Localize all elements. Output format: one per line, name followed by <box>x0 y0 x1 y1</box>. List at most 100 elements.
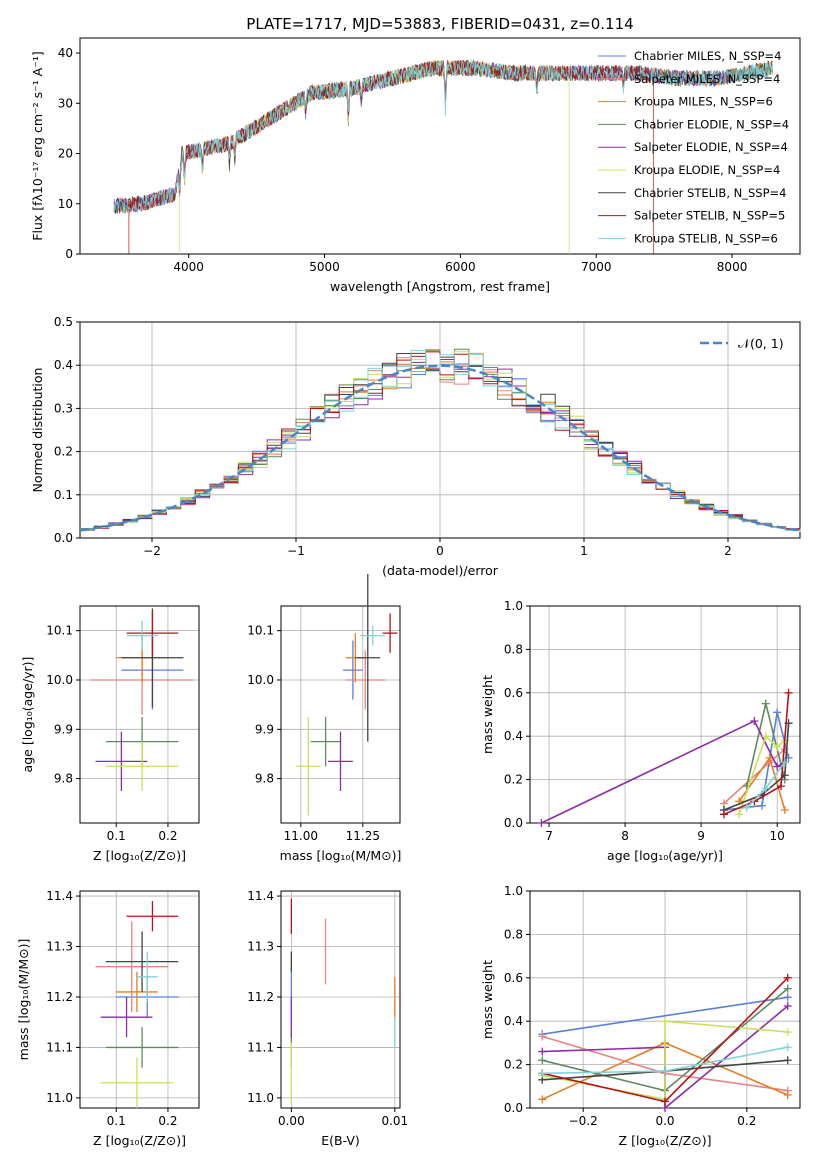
ebv-mass-ytick-label: 11.2 <box>247 990 274 1004</box>
age-weight-marker-4-1 <box>750 717 759 726</box>
ebv-mass-ytick-label: 11.3 <box>247 940 274 954</box>
spectrum-xtick-label: 4000 <box>173 260 204 274</box>
z-weight-xlabel: Z [log₁₀(Z/Z⊙)] <box>619 1133 712 1148</box>
z-mass-xtick-label: 0.2 <box>158 1114 177 1128</box>
z-weight-marker-0-1 <box>783 993 792 1002</box>
ebv-mass-ytick-label: 11.1 <box>247 1040 274 1054</box>
age-weight-xtick-label: 10 <box>770 829 785 843</box>
z-weight-ytick-label: 0.6 <box>504 971 523 985</box>
age-weight-marker-0-2 <box>773 708 782 717</box>
z-weight-marker-2-2 <box>783 1090 792 1099</box>
age-weight-ytick-label: 0.2 <box>504 773 523 787</box>
age-weight-xtick-label: 8 <box>621 829 629 843</box>
z-mass-ytick-label: 11.0 <box>46 1091 73 1105</box>
z-age-ytick-label: 9.9 <box>54 722 73 736</box>
figure-title: PLATE=1717, MJD=53883, FIBERID=0431, z=0… <box>246 15 633 33</box>
z-weight-series-0 <box>542 996 788 1035</box>
residuals-xlabel: (data-model)/error <box>382 563 499 578</box>
age-weight-frame <box>529 605 801 824</box>
spectrum-series-c8 <box>113 60 774 214</box>
residuals-ytick-label: 0.3 <box>54 401 73 415</box>
z-weight-marker-5-3 <box>783 1028 792 1037</box>
spectrum-xlabel: wavelength [Angstrom, rest frame] <box>330 279 550 294</box>
z-weight-ytick-label: 0.8 <box>504 927 523 941</box>
residuals-ytick-label: 0.1 <box>54 488 73 502</box>
spectrum-legend-label: Chabrier STELIB, N_SSP=4 <box>634 186 786 200</box>
spectrum-legend-label: Salpeter ELODIE, N_SSP=4 <box>634 140 788 154</box>
residuals-legend-label: 𝒩(0, 1) <box>738 336 784 351</box>
age-weight-ytick-label: 0.0 <box>504 816 523 830</box>
spectrum-xtick-label: 6000 <box>445 260 476 274</box>
age-weight-ytick-label: 1.0 <box>504 599 523 613</box>
ebv-mass-xtick-label: 0.00 <box>278 1114 305 1128</box>
ebv-mass-frame <box>280 890 401 1109</box>
age-weight-marker-3-1 <box>761 699 770 708</box>
age-weight-marker-5-0 <box>735 810 744 819</box>
spectrum-xtick-label: 5000 <box>309 260 340 274</box>
z-weight-marker-2-0 <box>538 1095 547 1104</box>
age-weight-xlabel: age [log₁₀(age/yr)] <box>607 848 723 863</box>
mass-age-xlabel: mass [log₁₀(M/M⊙)] <box>280 848 402 863</box>
age-weight-marker-8-1 <box>761 784 770 793</box>
z-mass-xlabel: Z [log₁₀(Z/Z⊙)] <box>93 1133 186 1148</box>
spectrum-legend-label: Kroupa MILES, N_SSP=6 <box>634 95 773 109</box>
z-weight-marker-8-0 <box>538 1069 547 1078</box>
spectrum-series-c7 <box>128 59 654 254</box>
z-age-xtick-label: 0.2 <box>158 829 177 843</box>
residuals-xtick-label: 0 <box>436 544 444 558</box>
ebv-mass-ytick-label: 11.4 <box>247 889 274 903</box>
z-age-ylabel: age [log₁₀(age/yr)] <box>20 657 35 773</box>
z-weight-xtick-label: −0.2 <box>569 1114 598 1128</box>
z-weight-marker-8-1 <box>661 1067 669 1076</box>
age-weight-ytick-label: 0.4 <box>504 729 523 743</box>
age-weight-marker-4-0 <box>537 819 546 827</box>
age-weight-marker-4-2 <box>773 762 782 771</box>
mass-age-ytick-label: 9.8 <box>255 772 274 786</box>
mass-age-xtick-label: 11.00 <box>284 829 318 843</box>
age-weight-marker-7-1 <box>750 797 759 806</box>
residuals-xtick-label: −2 <box>143 544 161 558</box>
spectrum-legend-label: Salpeter STELIB, N_SSP=5 <box>634 209 785 223</box>
z-weight-ylabel: mass weight <box>480 960 495 1039</box>
age-weight-ytick-label: 0.8 <box>504 642 523 656</box>
z-age-xlabel: Z [log₁₀(Z/Z⊙)] <box>93 848 186 863</box>
age-weight-ylabel: mass weight <box>480 675 495 754</box>
z-age-ytick-label: 10.0 <box>46 673 73 687</box>
residuals-ytick-label: 0.2 <box>54 445 73 459</box>
residuals-xtick-label: 1 <box>580 544 588 558</box>
spectrum-legend-label: Chabrier ELODIE, N_SSP=4 <box>634 117 789 131</box>
age-weight-marker-0-1 <box>757 801 766 810</box>
spectrum-legend-label: Kroupa STELIB, N_SSP=6 <box>634 231 778 245</box>
spectrum-ytick-label: 20 <box>58 147 73 161</box>
z-mass-ytick-label: 11.3 <box>46 940 73 954</box>
residuals-xtick-label: 2 <box>724 544 732 558</box>
z-weight-xtick-label: 0.2 <box>737 1114 756 1128</box>
z-mass-frame <box>79 890 200 1109</box>
age-weight-marker-7-0 <box>719 810 728 819</box>
z-weight-marker-3-2 <box>783 984 792 993</box>
z-age-frame <box>79 605 200 824</box>
spectrum-ytick-label: 10 <box>58 197 73 211</box>
age-weight-ytick-label: 0.6 <box>504 686 523 700</box>
z-age-ytick-label: 9.8 <box>54 772 73 786</box>
age-weight-series-4 <box>541 719 786 824</box>
spectrum-ytick-label: 0 <box>65 247 73 261</box>
age-weight-xtick-label: 7 <box>545 829 553 843</box>
z-weight-marker-7-1 <box>661 1097 669 1106</box>
z-weight-marker-8-2 <box>783 1043 792 1052</box>
z-weight-marker-7-2 <box>783 973 792 982</box>
age-weight-series-5 <box>738 734 786 815</box>
z-age-xtick-label: 0.1 <box>107 829 126 843</box>
z-mass-ytick-label: 11.1 <box>46 1040 73 1054</box>
mass-age-frame <box>280 605 401 824</box>
z-mass-xtick-label: 0.1 <box>107 1114 126 1128</box>
spectrum-xtick-label: 7000 <box>581 260 612 274</box>
spectrum-legend-label: Salpeter MILES, N_SSP=4 <box>634 72 780 86</box>
mass-age-ytick-label: 10.1 <box>247 624 274 638</box>
mass-age-ytick-label: 10.0 <box>247 673 274 687</box>
z-weight-marker-4-0 <box>538 1047 547 1056</box>
z-weight-xtick-label: 0.0 <box>655 1114 674 1128</box>
spectrum-ytick-label: 30 <box>58 96 73 110</box>
ebv-mass-ytick-label: 11.0 <box>247 1091 274 1105</box>
